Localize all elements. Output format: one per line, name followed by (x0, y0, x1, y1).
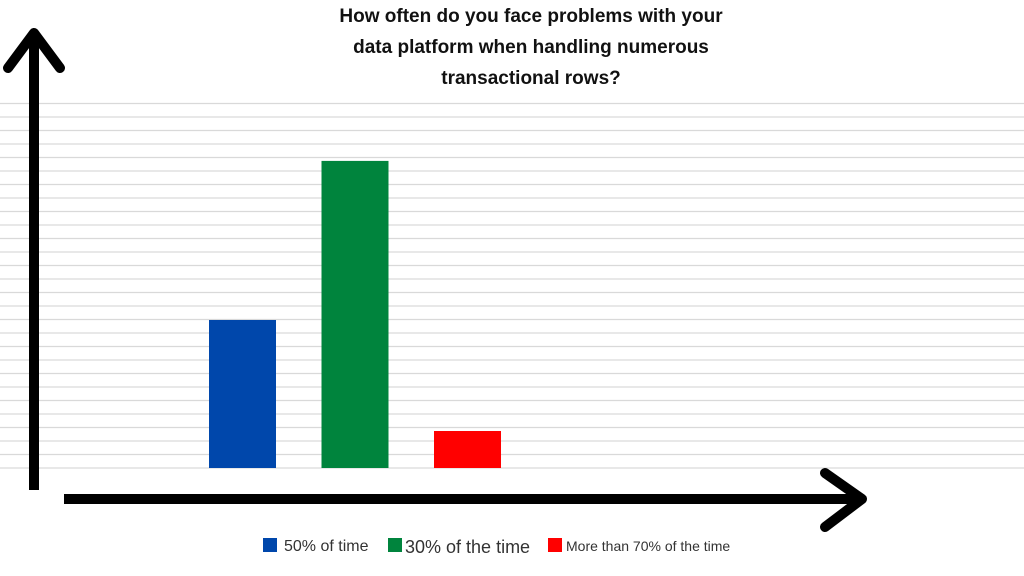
chart-title-line-3: transactional rows? (441, 68, 621, 89)
chart-title-line-2: data platform when handling numerous (353, 37, 709, 58)
y-axis-arrowhead-icon (3, 28, 65, 73)
gridlines (0, 102, 1024, 469)
x-axis-arrowhead-icon (820, 468, 867, 532)
legend: 50% of time 30% of the time More than 70… (263, 537, 730, 557)
bars (209, 160, 501, 468)
bar-2 (321, 160, 389, 468)
legend-swatch-2 (388, 538, 402, 552)
legend-label-1: 50% of time (284, 538, 369, 555)
bar-3 (434, 431, 501, 468)
legend-swatch-3 (548, 538, 562, 552)
legend-label-2: 30% of the time (405, 537, 530, 557)
y-axis (3, 28, 65, 490)
x-axis (64, 468, 867, 532)
legend-swatch-1 (263, 538, 277, 552)
chart-title-line-1: How often do you face problems with your (339, 6, 723, 27)
bar-1 (209, 320, 276, 468)
legend-label-3: More than 70% of the time (566, 538, 730, 554)
